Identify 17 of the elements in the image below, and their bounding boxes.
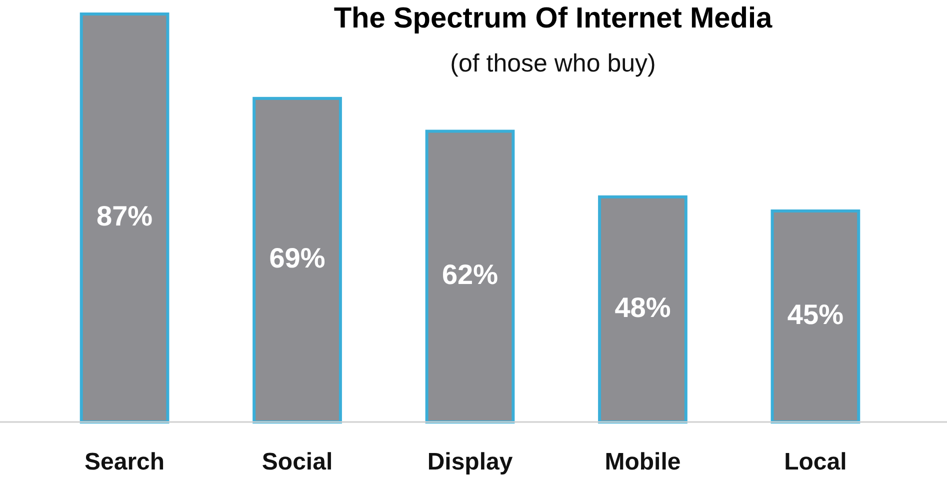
bar [598, 195, 688, 424]
bar [80, 12, 170, 424]
x-tick-label: Local [784, 448, 847, 476]
x-tick-label: Mobile [604, 448, 681, 476]
x-tick-label: Search [84, 448, 165, 476]
data-label: 48% [614, 292, 671, 323]
bar [770, 209, 860, 424]
data-label: 62% [442, 259, 498, 290]
bar [425, 130, 515, 424]
bar [252, 96, 342, 424]
x-tick-label: Display [427, 448, 514, 476]
data-label: 45% [787, 298, 844, 330]
text: (of those who buy) [450, 50, 656, 78]
chart-title: The Spectrum Of Internet Media [334, 2, 774, 35]
data-label: 87% [96, 200, 153, 232]
x-tick-label: Social [262, 448, 333, 476]
data-label: 69% [269, 242, 326, 274]
